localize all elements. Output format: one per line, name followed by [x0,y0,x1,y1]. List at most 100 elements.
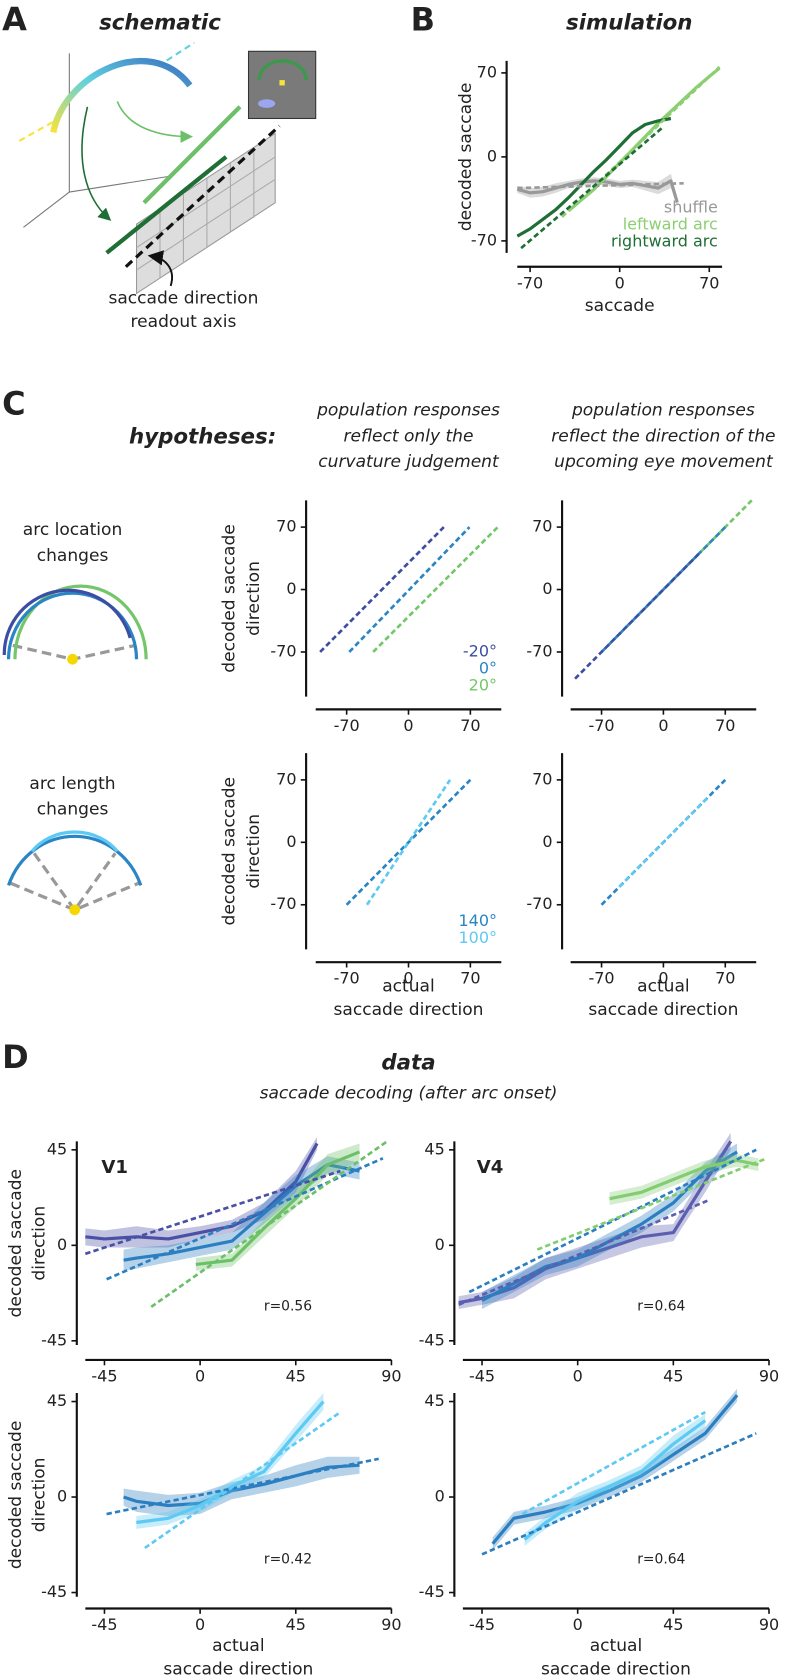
x-tick-label: 0 [403,716,413,735]
column-header: population responses [571,401,755,421]
y-tick-label: 45 [424,1391,444,1410]
x-tick-label: 45 [286,1367,306,1386]
fit-line [600,526,727,653]
hypotheses-title: hypotheses: [129,424,276,449]
panel-label: C [2,384,25,422]
column-header: reflect the direction of the [551,426,775,446]
x-tick-label: 0 [658,716,668,735]
y-tick-label: 0 [435,1235,445,1254]
x-tick-label: -70 [334,716,360,735]
fit-line [144,1411,342,1550]
error-band [609,1154,759,1206]
error-band [136,1393,324,1529]
column-header: curvature judgement [318,452,500,472]
y-tick-label: -70 [526,894,552,913]
x-tick-label: 45 [663,1367,683,1386]
y-axis-label: direction [244,561,264,636]
x-tick-label: -45 [91,1367,117,1386]
y-tick-label: 0 [57,1487,67,1506]
x-tick-label: 0 [195,1367,205,1386]
x-axis-label: saccade direction [334,1000,484,1020]
x-tick-label: 0 [573,1615,583,1634]
fit-line [574,552,700,680]
data-subtitle: saccade decoding (after arc onset) [260,1083,558,1103]
x-tick-label: -70 [517,273,543,292]
y-tick-label: 70 [532,769,552,788]
x-tick-label: 0 [195,1615,205,1634]
data-line [516,116,672,238]
data-line [491,1394,739,1545]
inset-fixation [279,80,285,86]
x-tick-label: -45 [469,1367,495,1386]
y-axis-label: decoded saccade [456,83,476,231]
x-tick-label: 0 [658,969,668,988]
x-axis-label: actual [590,1636,643,1656]
row-label: arc length [29,774,115,794]
y-tick-label: 45 [47,1139,67,1158]
annotation: r=0.64 [637,1551,685,1567]
x-tick-label: -70 [588,716,614,735]
inset-eye [258,99,276,108]
icon-arc [6,591,139,660]
x-tick-label: 90 [759,1615,779,1634]
legend-entry: -20° [463,641,497,660]
fit-line [458,1199,708,1306]
y-tick-label: -70 [270,641,296,660]
y-axis-label: decoded saccade [6,1421,26,1569]
arc-extension [18,119,56,142]
fit-line [345,778,472,906]
fit-line [84,1169,341,1256]
arc-icon [7,830,143,916]
fit-line [517,181,684,190]
y-axis-label: decoded saccade [219,777,239,926]
x-tick-label: 45 [286,1615,306,1634]
fit-line [106,1157,384,1281]
row-label: changes [37,800,109,820]
y-tick-label: 0 [57,1235,67,1254]
x-tick-label: 70 [460,716,480,735]
annotation: r=0.64 [637,1299,685,1315]
projection-line [142,105,242,205]
x-axis-label: saccade direction [163,1659,313,1679]
x-axis-label: actual [212,1636,265,1656]
plane-grid [136,148,276,279]
y-tick-label: -45 [419,1330,445,1349]
data-line [123,1163,360,1262]
x-tick-label: 0 [615,273,625,292]
x-axis-label: saccade direction [541,1659,691,1679]
y-tick-label: -45 [41,1582,67,1601]
y-tick-label: 70 [532,517,552,536]
error-band [492,1388,738,1551]
arrow [81,106,112,221]
icon-fixation [67,653,78,665]
x-tick-label: 70 [460,969,480,988]
axis-3d [69,175,171,193]
neural-arc [50,57,193,134]
y-axis-label: decoded saccade [6,1169,26,1317]
x-tick-label: 90 [381,1615,401,1634]
x-tick-label: 70 [715,969,735,988]
y-tick-label: -45 [41,1330,67,1349]
legend-entry: 0° [479,658,497,677]
y-axis-label: direction [29,1458,49,1533]
x-tick-label: 90 [759,1367,779,1386]
error-band [517,173,678,207]
arc-icon [2,584,148,665]
panel-label: D [2,1038,29,1076]
legend-entry: leftward arc [623,215,718,234]
data-title: data [381,1050,435,1075]
icon-arc [2,588,132,655]
column-header: population responses [316,401,500,421]
annotation: r=0.42 [264,1551,312,1567]
chart-title: simulation [566,11,692,36]
y-tick-label: 70 [477,62,497,81]
icon-arc [30,830,119,853]
fit-line [348,526,471,653]
fit-line [150,1140,388,1308]
chart-title: V4 [477,1157,504,1178]
x-tick-label: 45 [663,1615,683,1634]
row-label: changes [37,546,109,566]
data-line [609,1158,759,1201]
fit-line [372,526,499,653]
